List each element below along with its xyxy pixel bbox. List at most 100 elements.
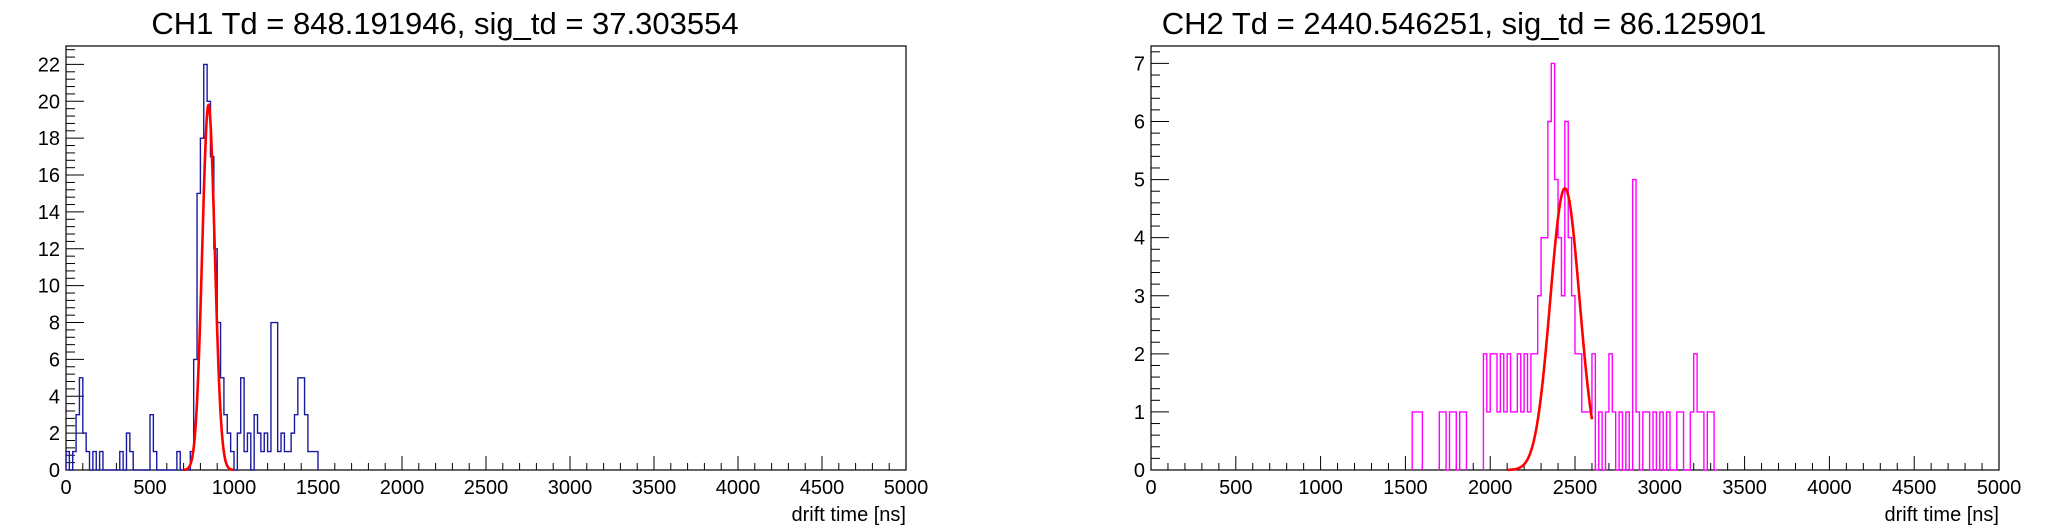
gaussian-fit-line <box>183 103 235 472</box>
x-tick-label: 4000 <box>716 477 761 499</box>
y-tick-label: 18 <box>38 128 60 150</box>
histogram-bin <box>1463 412 1466 470</box>
tick-group: 0 500 1000 1500 2000 2500 3000 3500 4000 4500 5000… <box>1134 51 2022 499</box>
histogram-bin <box>73 452 76 470</box>
x-tick-label: 1000 <box>212 477 257 499</box>
chart-panel-ch2: CH2 Td = 2440.546251, sig_td = 86.125901… <box>1023 0 2046 528</box>
histogram-bin <box>1711 412 1714 470</box>
histogram-bin <box>254 415 257 470</box>
x-tick-label: 5000 <box>884 477 929 499</box>
x-tick-label: 2000 <box>380 477 425 499</box>
histogram-bin <box>1517 354 1520 470</box>
histogram-bin <box>1561 296 1564 470</box>
histogram-bin <box>1606 412 1609 470</box>
x-tick-label: 3500 <box>632 477 677 499</box>
histogram-bin <box>1416 412 1419 470</box>
histogram-bin <box>86 452 89 470</box>
histogram-bin <box>1541 238 1544 470</box>
histogram-bin <box>1524 354 1527 470</box>
x-tick-label: 3000 <box>548 477 593 499</box>
x-tick-label: 0 <box>1145 477 1156 499</box>
histogram-bin <box>1701 412 1704 470</box>
histogram-bin <box>1412 412 1415 470</box>
x-tick-label: 2500 <box>464 477 509 499</box>
y-tick-label: 7 <box>1134 53 1145 75</box>
histogram-bin <box>281 433 284 470</box>
histogram-bin <box>1677 412 1680 470</box>
histogram-bin <box>126 433 129 470</box>
y-tick-label: 6 <box>49 349 60 371</box>
histogram-bin <box>308 452 311 470</box>
x-tick-label: 2500 <box>1553 477 1598 499</box>
histogram-bin <box>1667 412 1670 470</box>
x-tick-label: 0 <box>60 477 71 499</box>
tick-group: 0 500 1000 1500 2000 2500 3000 3500 4000 4500 5000… <box>38 49 929 499</box>
histogram-bin <box>1636 412 1639 470</box>
y-tick-label: 0 <box>1134 460 1145 482</box>
x-tick-label: 4000 <box>1807 477 1852 499</box>
histogram-bin <box>1487 412 1490 470</box>
y-tick-label: 14 <box>38 202 60 224</box>
histogram-bin <box>1619 412 1622 470</box>
y-tick-label: 12 <box>38 239 60 261</box>
x-tick-label: 4500 <box>800 477 845 499</box>
gaussian-fit-series <box>183 103 235 472</box>
x-tick-label: 1000 <box>1298 477 1343 499</box>
y-tick-label: 4 <box>49 386 60 408</box>
histogram-bin <box>1568 238 1571 470</box>
histogram-bin <box>177 452 180 470</box>
histogram-bin <box>1514 412 1517 470</box>
histogram-bin <box>1653 412 1656 470</box>
y-tick-label: 10 <box>38 276 60 298</box>
y-tick-label: 5 <box>1134 170 1145 192</box>
histogram-bin <box>79 378 82 470</box>
histogram-bin <box>1507 354 1510 470</box>
histogram-bin <box>284 452 287 470</box>
gaussian-fit-series <box>1507 186 1594 472</box>
histogram-bin <box>288 452 291 470</box>
chart-ch2: CH2 Td = 2440.546251, sig_td = 86.125901… <box>1134 6 2022 526</box>
y-tick-label: 4 <box>1134 228 1145 250</box>
histogram-bin <box>1497 412 1500 470</box>
histogram-bin <box>315 452 318 470</box>
y-tick-label: 16 <box>38 165 60 187</box>
histogram-bin <box>1633 180 1636 470</box>
histogram-bin <box>1694 354 1697 470</box>
histogram-bin <box>1592 354 1595 470</box>
chart-title: CH1 Td = 848.191946, sig_td = 37.303554 <box>151 6 738 41</box>
histogram-bin <box>1453 412 1456 470</box>
x-tick-label: 5000 <box>1977 477 2022 499</box>
x-tick-label: 3000 <box>1638 477 1683 499</box>
x-axis-title: drift time [ns] <box>792 504 906 526</box>
x-tick-label: 4500 <box>1892 477 1937 499</box>
histogram-bin <box>1511 412 1514 470</box>
histogram-bin <box>1521 412 1524 470</box>
histogram-bin <box>1690 412 1693 470</box>
histogram-bin <box>1660 412 1663 470</box>
histogram-bin <box>1490 354 1493 470</box>
histogram-bin <box>1609 354 1612 470</box>
histogram-bin <box>1646 412 1649 470</box>
histogram-bin <box>153 452 156 470</box>
histogram-outline <box>65 63 319 471</box>
histogram-bin <box>1439 412 1442 470</box>
histogram-bin <box>264 433 267 470</box>
histogram-bin <box>1626 412 1629 470</box>
histogram-bin <box>1578 354 1581 470</box>
histogram-bin <box>241 378 244 470</box>
histogram-bin <box>150 415 153 470</box>
histogram-bin <box>298 378 301 470</box>
histogram-bin <box>1575 354 1578 470</box>
x-axis-title: drift time [ns] <box>1885 504 1999 526</box>
histogram-bin <box>261 452 264 470</box>
histogram-bin <box>1483 354 1486 470</box>
histogram-bin <box>93 452 96 470</box>
histogram-bin <box>130 452 133 470</box>
x-tick-label: 3500 <box>1722 477 1767 499</box>
x-tick-label: 1500 <box>1383 477 1428 499</box>
histogram-bin <box>1582 412 1585 470</box>
x-tick-label: 2000 <box>1468 477 1513 499</box>
histogram-bin <box>247 433 250 470</box>
plot-frame <box>65 45 907 471</box>
y-tick-label: 8 <box>49 313 60 335</box>
